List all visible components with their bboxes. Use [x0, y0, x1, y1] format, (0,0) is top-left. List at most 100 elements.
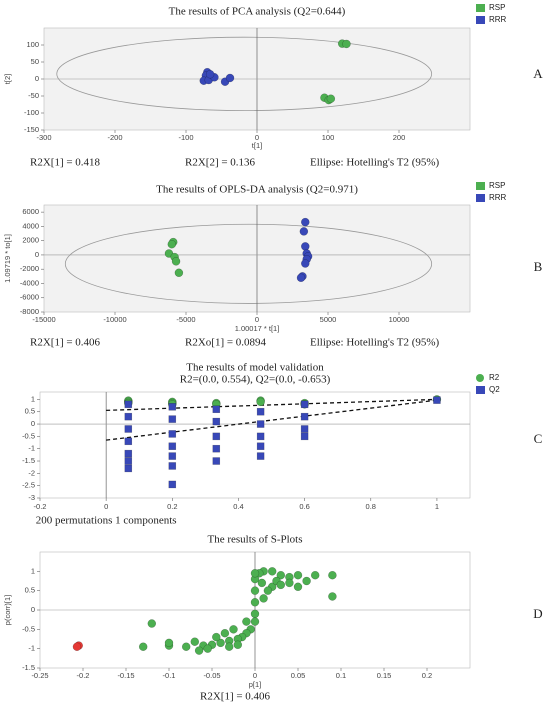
x-axis-label: p[1] [249, 680, 262, 689]
point [168, 480, 177, 489]
legend-label: RSP [489, 3, 505, 12]
point [194, 646, 204, 655]
x-axis-label: 1.00017 * t[1] [235, 324, 280, 333]
x-tick-label: 0.2 [422, 671, 432, 680]
point [276, 580, 286, 590]
point [259, 594, 268, 603]
chart-title: The results of PCA analysis (Q2=0.644) [169, 6, 346, 18]
y-tick-label: -0.5 [22, 431, 35, 440]
y-tick-label: 1 [31, 566, 35, 575]
y-tick-label: 50 [31, 57, 39, 66]
x-tick-label: -15000 [32, 315, 55, 324]
point [124, 437, 133, 446]
point [285, 578, 294, 588]
point [233, 640, 243, 650]
point [212, 457, 221, 465]
point [220, 628, 230, 638]
footer-text: R2X[1] = 0.406 [200, 691, 271, 703]
point [250, 598, 260, 607]
chart-subtitle: R2=(0.0, 0.554), Q2=(0.0, -0.653) [180, 374, 331, 386]
y-tick-label: 0 [31, 419, 35, 428]
point [168, 415, 177, 423]
point [124, 464, 133, 473]
point [300, 400, 309, 409]
point [124, 457, 133, 465]
point [124, 449, 133, 458]
panel-label: B [534, 259, 543, 274]
x-tick-label: 0.15 [377, 671, 392, 680]
point [168, 452, 177, 460]
point [250, 586, 260, 595]
point [250, 617, 260, 626]
legend-swatch [476, 4, 485, 12]
legend-label: Q2 [489, 385, 500, 394]
y-tick-label: -100 [24, 108, 39, 117]
x-tick-label: 200 [393, 133, 406, 142]
footer-text: R2X[1] = 0.418 [30, 157, 101, 169]
point [212, 432, 221, 441]
x-tick-label: -0.1 [163, 671, 176, 680]
point [256, 420, 265, 428]
point [124, 412, 133, 421]
x-tick-label: -300 [36, 133, 51, 142]
point [171, 257, 181, 266]
panel-label: A [533, 66, 543, 81]
y-tick-label: 0.5 [25, 586, 35, 595]
footer-text: R2X[1] = 0.406 [30, 337, 101, 349]
plot-area [39, 391, 471, 499]
x-tick-label: 0 [255, 315, 259, 324]
point [250, 609, 260, 619]
footer-text: R2Xo[1] = 0.0894 [185, 337, 267, 349]
y-tick-label: 2000 [22, 236, 39, 245]
point [257, 578, 267, 588]
x-tick-label: -0.25 [31, 671, 48, 680]
point [263, 586, 273, 595]
point [72, 642, 82, 651]
x-axis-label: t[1] [252, 141, 262, 150]
point [300, 425, 309, 433]
y-tick-label: -0.5 [22, 624, 35, 633]
x-tick-label: -200 [107, 133, 122, 142]
y-tick-label: 0 [31, 605, 35, 614]
point [229, 625, 238, 634]
y-tick-label: -6000 [20, 293, 39, 302]
point [242, 617, 251, 626]
point [138, 642, 148, 651]
point [124, 425, 133, 433]
x-tick-label: 10000 [389, 315, 410, 324]
point [256, 407, 265, 416]
legend-label: RSP [489, 181, 505, 190]
y-tick-label: -2.5 [22, 481, 35, 490]
point [212, 405, 221, 414]
x-tick-label: -100 [178, 133, 193, 142]
footer-text: Ellipse: Hotelling's T2 (95%) [310, 157, 440, 169]
panel-label: C [534, 431, 543, 446]
panel-label: D [533, 606, 542, 621]
legend-swatch [476, 182, 485, 190]
point [168, 430, 177, 438]
y-axis-label: t[2] [3, 74, 12, 84]
legend-label: RRR [489, 193, 507, 202]
legend-label: RRR [489, 15, 507, 24]
point [164, 638, 174, 648]
point [256, 432, 265, 441]
y-tick-label: -4000 [20, 278, 39, 287]
point [168, 462, 177, 470]
x-tick-label: 0.4 [233, 502, 243, 511]
hotelling-ellipse [64, 223, 433, 304]
point [293, 582, 303, 592]
y-axis-label: p(corr)[1] [3, 595, 12, 625]
point [310, 570, 320, 580]
x-tick-label: 1 [435, 502, 439, 511]
point [168, 403, 177, 411]
y-tick-label: 6000 [22, 207, 39, 216]
y-tick-label: 0.5 [25, 407, 35, 416]
point [212, 417, 221, 426]
point [167, 239, 177, 249]
x-tick-label: 0.8 [366, 502, 376, 511]
point [168, 442, 177, 450]
point [256, 452, 265, 460]
legend-swatch [476, 194, 485, 202]
point [212, 444, 221, 453]
